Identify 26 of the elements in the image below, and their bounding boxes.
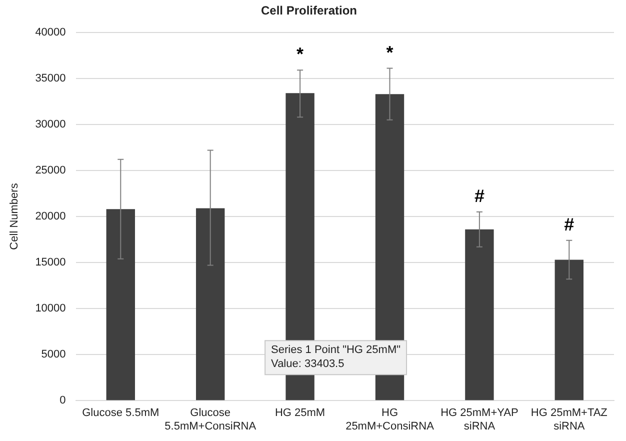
y-tick-label: 10000 — [35, 302, 66, 315]
annotation: # — [564, 214, 574, 234]
y-tick-label: 35000 — [35, 72, 66, 84]
y-tick-label: 40000 — [35, 26, 66, 38]
chart-title: Cell Proliferation — [260, 4, 358, 18]
x-tick-label: Glucose 5.5mM — [82, 407, 160, 420]
bar — [465, 229, 494, 400]
x-tick-label: HG 25mM+TAZ siRNA — [530, 407, 608, 432]
bar — [106, 209, 135, 400]
annotation: * — [386, 42, 394, 62]
x-tick-label: HG 25mM+YAP siRNA — [440, 407, 518, 432]
annotation: Series 1 Point "HG 25mM" Value: 33403.5 — [271, 344, 401, 370]
annotation: * — [296, 44, 304, 64]
annotation: # — [474, 186, 484, 206]
y-tick-label: 5000 — [41, 348, 66, 361]
y-axis-title: Cell Numbers — [8, 182, 21, 250]
y-tick-label: 20000 — [35, 210, 66, 223]
y-tick-label: 0 — [60, 394, 66, 407]
x-tick-label: HG 25mM+ConsiRNA — [346, 407, 435, 432]
y-tick-label: 15000 — [35, 256, 66, 269]
y-tick-label: 30000 — [35, 118, 66, 130]
y-tick-label: 25000 — [35, 164, 66, 177]
bar — [554, 260, 584, 400]
x-tick-label: Glucose 5.5mM+ConsiRNA — [164, 407, 257, 432]
bar — [196, 208, 225, 400]
x-tick-label: HG 25mM — [274, 407, 326, 420]
